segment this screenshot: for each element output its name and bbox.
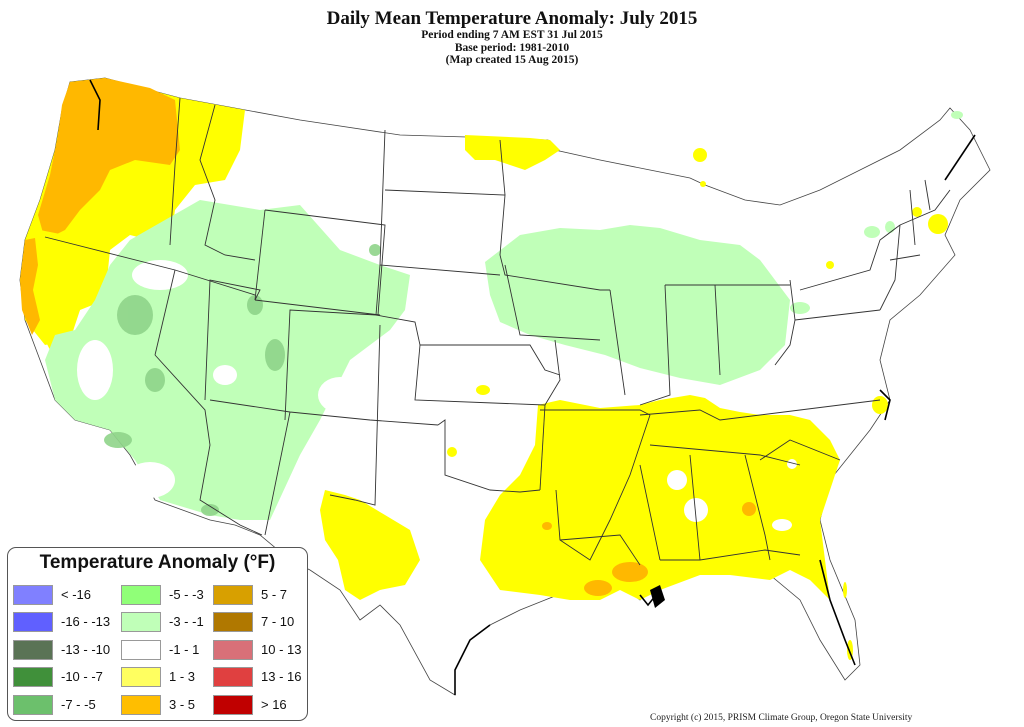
- legend-label: 5 - 7: [261, 587, 288, 602]
- anomaly-region-west-darkgreen: [104, 244, 381, 516]
- legend-label: -10 - -7: [61, 669, 103, 684]
- legend-swatch: [13, 612, 53, 632]
- anomaly-region-midwest-green: [485, 225, 790, 385]
- map-created-subtitle: (Map created 15 Aug 2015): [445, 54, 579, 66]
- legend-title: Temperature Anomaly (°F): [39, 552, 276, 573]
- legend-swatch: [213, 667, 253, 687]
- legend-label: 3 - 5: [169, 697, 196, 712]
- legend-swatch: [121, 612, 161, 632]
- state-borders: [44, 97, 951, 566]
- legend-swatch: [13, 667, 53, 687]
- legend-swatch: [213, 612, 253, 632]
- map-header: Daily Mean Temperature Anomaly: July 201…: [0, 8, 1024, 67]
- legend-swatch: [121, 640, 161, 660]
- legend-swatch: [121, 585, 161, 605]
- anomaly-region-gulf-orange: [542, 502, 756, 596]
- legend-label: > 16: [261, 697, 287, 712]
- anomaly-region-scattered-yellow: [447, 148, 948, 660]
- anomaly-region-vt-green: [885, 221, 895, 233]
- anomaly-region-nca-yellow: [40, 230, 100, 350]
- legend-label: -16 - -13: [61, 614, 111, 629]
- coastline-detail: [89, 79, 976, 695]
- mobile-bay-marsh: [650, 585, 665, 608]
- legend-swatch: [213, 640, 253, 660]
- legend-label: 10 - 13: [261, 642, 302, 657]
- period-subtitle: Period ending 7 AM EST 31 Jul 2015: [421, 29, 603, 41]
- legend-swatch: [13, 695, 53, 715]
- anomaly-region-ny-green: [864, 226, 880, 238]
- anomaly-region-ca-coast-orange: [20, 238, 40, 335]
- legend-swatch: [213, 585, 253, 605]
- legend-label: < -16: [61, 587, 91, 602]
- base-period-subtitle: Base period: 1981-2010: [454, 41, 570, 54]
- temperature-anomaly-legend: Temperature Anomaly (°F) < -16 -16 - -13…: [7, 547, 308, 721]
- legend-swatch: [13, 585, 53, 605]
- copyright-notice: Copyright (c) 2015, PRISM Climate Group,…: [650, 713, 913, 723]
- anomaly-region-southeast-yellow: [480, 395, 840, 600]
- anomaly-region-washington-orange: [38, 78, 180, 240]
- map-title: Daily Mean Temperature Anomaly: July 201…: [326, 8, 698, 29]
- anomaly-region-west-neutral: [77, 260, 362, 498]
- legend-label: 1 - 3: [169, 669, 196, 684]
- anomaly-region-northern-plains-yellow: [465, 135, 560, 170]
- anomaly-region-maine-green: [951, 111, 963, 119]
- legend-label: -5 - -3: [169, 587, 204, 602]
- legend-label: 7 - 10: [261, 614, 295, 629]
- legend-swatch: [121, 667, 161, 687]
- legend-label: -7 - -5: [61, 697, 96, 712]
- anomaly-region-pa-green: [790, 302, 810, 314]
- legend-label: -3 - -1: [169, 614, 204, 629]
- legend-label: 13 - 16: [261, 669, 302, 684]
- legend-swatch: [121, 695, 161, 715]
- anomaly-region-west-texas-yellow: [320, 490, 420, 600]
- legend-label: -1 - 1: [169, 642, 200, 657]
- anomaly-region-southeast-neutral: [667, 459, 797, 531]
- legend-swatch: [213, 695, 253, 715]
- legend-label: -13 - -10: [61, 642, 111, 657]
- legend-swatch: [13, 640, 53, 660]
